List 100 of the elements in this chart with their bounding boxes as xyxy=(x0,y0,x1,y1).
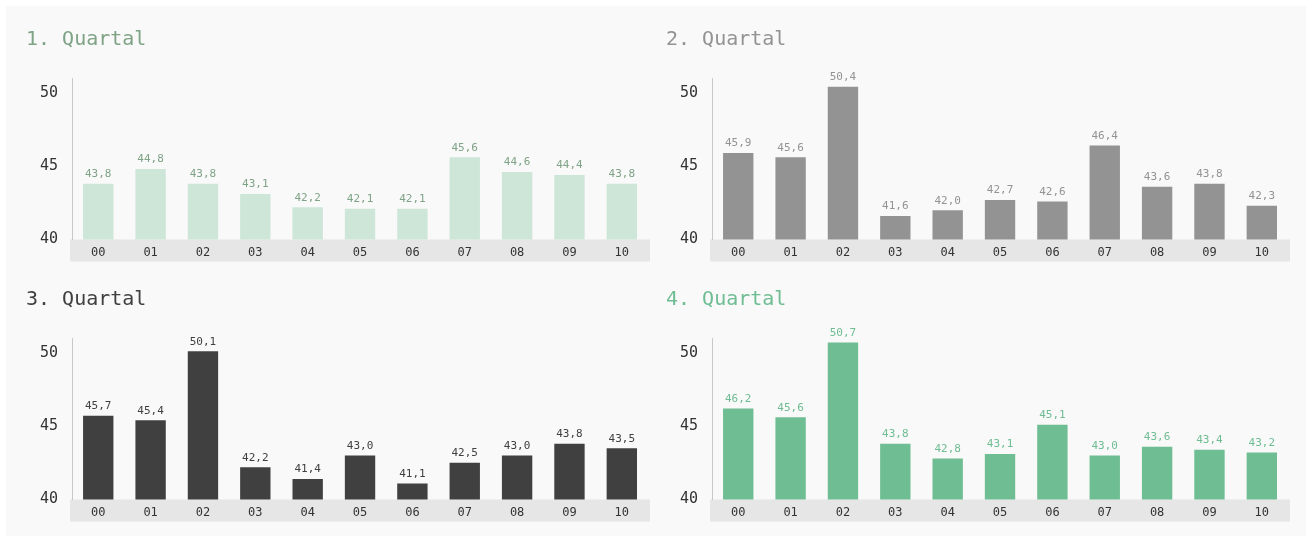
data-label: 50,7 xyxy=(829,325,857,339)
data-label: 41,6 xyxy=(882,199,909,213)
x-tick-label: 08 xyxy=(1149,504,1165,519)
x-tick-label: 08 xyxy=(509,504,525,519)
data-label: 43,0 xyxy=(346,438,374,452)
data-label: 42,2 xyxy=(242,450,269,464)
y-tick-label: 40 xyxy=(680,229,699,248)
data-label: 42,6 xyxy=(1039,184,1066,198)
x-tick-label: 10 xyxy=(1254,504,1270,519)
x-tick-label: 09 xyxy=(562,504,577,519)
x-tick-label: 06 xyxy=(405,504,420,519)
x-tick-label: 00 xyxy=(91,244,106,259)
data-label: 43,8 xyxy=(556,427,583,441)
data-label: 43,0 xyxy=(503,438,531,452)
data-label: 46,2 xyxy=(724,391,752,405)
x-tick-label: 05 xyxy=(992,504,1008,519)
data-label: 43,5 xyxy=(608,431,636,445)
y-tick-label: 50 xyxy=(40,342,59,361)
y-tick-label: 50 xyxy=(680,82,699,101)
data-label: 43,6 xyxy=(1143,170,1171,184)
x-tick-label: 04 xyxy=(300,504,315,519)
x-tick-label: 02 xyxy=(195,244,211,259)
x-tick-label: 04 xyxy=(300,244,315,259)
x-tick-label: 08 xyxy=(509,244,525,259)
x-tick-label: 00 xyxy=(731,244,746,259)
x-tick-label: 06 xyxy=(405,244,420,259)
y-tick-label: 45 xyxy=(40,156,59,175)
y-tick-label: 40 xyxy=(40,489,59,508)
data-label: 45,1 xyxy=(1039,408,1066,422)
x-tick-label: 10 xyxy=(614,244,630,259)
x-tick-label: 07 xyxy=(1097,244,1112,259)
chart-title: 1. Quartal xyxy=(26,26,147,51)
data-label: 43,8 xyxy=(84,167,112,181)
data-label: 42,1 xyxy=(399,192,426,206)
data-label: 44,6 xyxy=(503,155,531,169)
data-label: 42,3 xyxy=(1248,189,1276,203)
x-tick-label: 03 xyxy=(888,244,903,259)
data-label: 42,7 xyxy=(986,183,1014,197)
y-tick-label: 50 xyxy=(40,82,59,101)
x-tick-label: 01 xyxy=(783,244,798,259)
x-tick-label: 02 xyxy=(835,244,851,259)
x-tick-label: 10 xyxy=(1254,244,1270,259)
y-tick-label: 40 xyxy=(680,489,699,508)
data-label: 46,4 xyxy=(1091,128,1119,142)
x-tick-label: 09 xyxy=(1202,504,1217,519)
x-tick-label: 05 xyxy=(352,504,368,519)
x-tick-label: 05 xyxy=(992,244,1008,259)
data-label: 43,1 xyxy=(986,437,1014,451)
x-tick-label: 08 xyxy=(1149,244,1165,259)
x-tick-label: 04 xyxy=(940,244,955,259)
chart-title: 3. Quartal xyxy=(26,286,147,311)
x-tick-label: 01 xyxy=(143,504,158,519)
y-tick-label: 40 xyxy=(40,229,59,248)
x-tick-label: 07 xyxy=(1097,504,1112,519)
y-tick-label: 45 xyxy=(680,416,699,435)
data-label: 45,7 xyxy=(84,399,112,413)
x-tick-label: 02 xyxy=(835,504,851,519)
data-label: 42,2 xyxy=(294,190,321,204)
x-tick-label: 01 xyxy=(783,504,798,519)
data-label: 43,0 xyxy=(1091,438,1118,452)
x-tick-label: 02 xyxy=(195,504,211,519)
data-label: 43,8 xyxy=(1196,167,1223,181)
x-tick-label: 10 xyxy=(614,504,630,519)
x-tick-label: 03 xyxy=(248,504,263,519)
chart-title: 4. Quartal xyxy=(666,286,787,311)
data-label: 42,5 xyxy=(451,446,478,460)
x-tick-label: 09 xyxy=(562,244,577,259)
data-label: 45,9 xyxy=(724,136,752,150)
y-tick-label: 45 xyxy=(680,156,699,175)
x-tick-label: 07 xyxy=(457,244,472,259)
y-tick-label: 45 xyxy=(40,416,59,435)
x-tick-label: 06 xyxy=(1045,244,1060,259)
data-label: 43,6 xyxy=(1143,430,1171,444)
data-label: 43,2 xyxy=(1248,435,1276,449)
data-label: 43,4 xyxy=(1196,433,1224,447)
x-tick-label: 06 xyxy=(1045,504,1060,519)
x-tick-label: 00 xyxy=(731,504,746,519)
data-label: 45,6 xyxy=(451,140,478,154)
x-tick-label: 01 xyxy=(143,244,158,259)
data-label: 42,1 xyxy=(346,192,374,206)
data-label: 44,8 xyxy=(137,152,164,166)
data-label: 44,4 xyxy=(556,158,584,172)
data-label: 41,1 xyxy=(399,466,426,480)
x-tick-label: 03 xyxy=(248,244,263,259)
data-label: 43,8 xyxy=(189,167,217,181)
x-tick-label: 07 xyxy=(457,504,472,519)
data-label: 50,4 xyxy=(829,70,857,84)
x-tick-label: 09 xyxy=(1202,244,1217,259)
data-label: 42,0 xyxy=(934,193,961,207)
y-tick-label: 50 xyxy=(680,342,699,361)
data-label: 42,8 xyxy=(934,441,961,455)
data-label: 43,1 xyxy=(242,177,269,191)
x-tick-label: 00 xyxy=(91,504,106,519)
data-label: 50,1 xyxy=(189,334,217,348)
data-label: 45,6 xyxy=(777,140,804,154)
x-tick-label: 04 xyxy=(940,504,955,519)
data-label: 43,8 xyxy=(882,427,909,441)
chart-title: 2. Quartal xyxy=(666,26,787,51)
data-label: 45,4 xyxy=(137,403,165,417)
data-label: 41,4 xyxy=(294,462,322,476)
